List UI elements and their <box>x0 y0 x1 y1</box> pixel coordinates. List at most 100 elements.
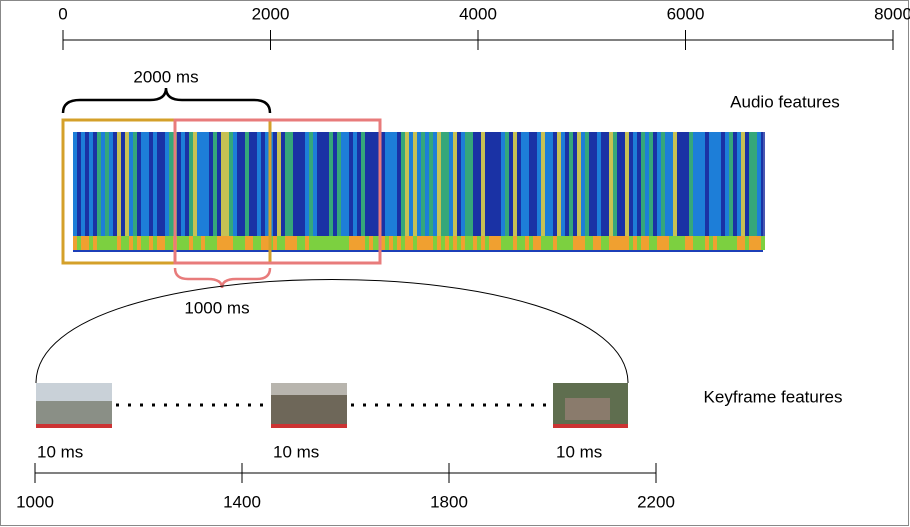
spec-stripe <box>181 132 185 242</box>
spec-stripe <box>465 132 469 242</box>
spec-stripe <box>429 132 433 242</box>
spec-low <box>325 236 329 250</box>
spec-stripe <box>117 132 121 242</box>
spec-stripe <box>329 132 333 242</box>
spec-stripe <box>385 132 389 242</box>
spec-low <box>285 236 289 250</box>
spec-low <box>545 236 549 250</box>
spec-low <box>305 236 309 250</box>
spec-stripe <box>477 132 481 242</box>
spec-low <box>357 236 361 250</box>
spec-stripe <box>365 132 369 242</box>
spec-low <box>253 236 257 250</box>
sky <box>271 383 347 395</box>
spec-stripe <box>97 132 101 242</box>
banner <box>553 424 628 428</box>
spec-stripe <box>725 132 729 242</box>
spec-low <box>205 236 209 250</box>
spec-low <box>513 236 517 250</box>
spec-low <box>633 236 637 250</box>
spec-stripe <box>749 132 753 242</box>
spec-low <box>601 236 605 250</box>
spec-low <box>389 236 393 250</box>
spec-low <box>405 236 409 250</box>
spec-low <box>241 236 245 250</box>
spec-stripe <box>581 132 585 242</box>
window-box <box>173 118 382 265</box>
spec-low <box>329 236 333 250</box>
spec-low <box>361 236 365 250</box>
spec-low <box>73 236 77 250</box>
spec-stripe <box>585 132 589 242</box>
spec-low <box>113 236 117 250</box>
spec-stripe <box>601 132 605 242</box>
spec-low <box>697 236 701 250</box>
spec-stripe <box>305 132 309 242</box>
spec-stripe <box>417 132 421 242</box>
spec-stripe <box>553 132 557 242</box>
spec-low <box>761 236 765 250</box>
spec-stripe <box>717 132 721 242</box>
spec-low <box>565 236 569 250</box>
spec-low <box>457 236 461 250</box>
spec-stripe <box>201 132 205 242</box>
spec-stripe <box>157 132 161 242</box>
hop-bracket <box>173 267 272 289</box>
spec-low <box>717 236 721 250</box>
spec-low <box>337 236 341 250</box>
spec-stripe <box>721 132 725 242</box>
spec-stripe <box>745 132 749 242</box>
thumbnails <box>36 383 628 428</box>
spec-stripe <box>425 132 429 242</box>
spec-stripe <box>145 132 149 242</box>
spec-stripe <box>641 132 645 242</box>
keyframe-label: Keyframe features <box>704 387 843 406</box>
spec-low <box>541 236 545 250</box>
spec-stripe <box>357 132 361 242</box>
spec-stripe <box>81 132 85 242</box>
spec-stripe <box>237 132 241 242</box>
spec-stripe <box>621 132 625 242</box>
spec-low <box>381 236 385 250</box>
spec-low <box>77 236 81 250</box>
spec-low <box>141 236 145 250</box>
spec-low <box>189 236 193 250</box>
spec-stripe <box>125 132 129 242</box>
spec-low <box>261 236 265 250</box>
spec-low <box>741 236 745 250</box>
spec-stripe <box>137 132 141 242</box>
spec-low <box>105 236 109 250</box>
spec-stripe <box>93 132 97 242</box>
spec-low <box>129 236 133 250</box>
spec-low <box>125 236 129 250</box>
spec-low <box>245 236 249 250</box>
spec-stripe <box>369 132 373 242</box>
spec-low <box>353 236 357 250</box>
spec-low <box>597 236 601 250</box>
spec-low <box>297 236 301 250</box>
spec-stripe <box>169 132 173 242</box>
spec-stripe <box>333 132 337 242</box>
spec-low <box>249 236 253 250</box>
spec-low <box>745 236 749 250</box>
spec-low <box>621 236 625 250</box>
spec-stripe <box>197 132 201 242</box>
spec-stripe <box>277 132 281 242</box>
spec-stripe <box>241 132 245 242</box>
tick-label: 2000 <box>252 4 290 23</box>
spec-low <box>489 236 493 250</box>
spec-low <box>509 236 513 250</box>
spec-stripe <box>497 132 501 242</box>
spec-stripe <box>653 132 657 242</box>
spec-low <box>665 236 669 250</box>
spec-low <box>373 236 377 250</box>
spec-low <box>517 236 521 250</box>
spec-stripe <box>637 132 641 242</box>
spec-stripe <box>513 132 517 242</box>
spec-low <box>709 236 713 250</box>
window-bracket <box>61 87 272 114</box>
spec-low <box>277 236 281 250</box>
spec-low <box>461 236 465 250</box>
spec-low <box>753 236 757 250</box>
spec-low <box>393 236 397 250</box>
